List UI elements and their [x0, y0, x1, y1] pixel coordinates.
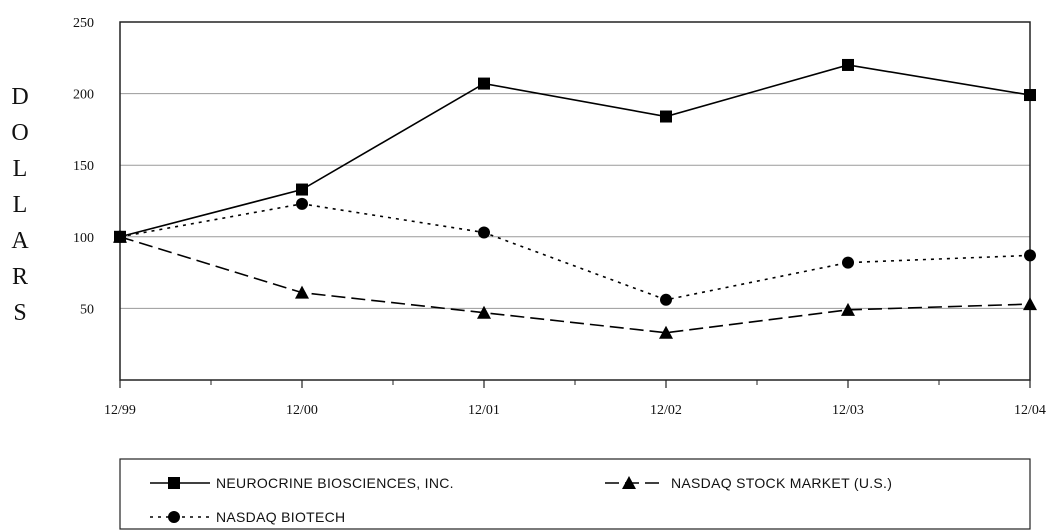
- series-line: [119, 64, 1031, 238]
- y-tick-label: 250: [73, 16, 94, 31]
- y-axis-label-letter: R: [12, 264, 28, 290]
- y-axis-label-letter: D: [11, 84, 28, 110]
- y-tick-label: 150: [73, 159, 94, 174]
- series-line: [119, 236, 1031, 334]
- legend-item: NASDAQ STOCK MARKET (U.S.): [605, 475, 892, 491]
- data-point: [841, 302, 855, 316]
- legend-label: NEUROCRINE BIOSCIENCES, INC.: [216, 475, 454, 491]
- series-1: [113, 229, 1037, 339]
- data-point: [842, 58, 854, 71]
- y-tick-label: 100: [73, 231, 94, 246]
- y-tick-label: 50: [80, 302, 94, 317]
- legend-label: NASDAQ STOCK MARKET (U.S.): [671, 475, 892, 491]
- series-0: [114, 58, 1036, 243]
- x-axis: 12/99 12/00 12/01 12/02 12/03 12/04: [104, 380, 1046, 418]
- x-tick-label: 12/03: [832, 403, 864, 418]
- data-point: [842, 256, 854, 269]
- y-axis-label-letter: O: [11, 120, 28, 146]
- x-tick-label: 12/99: [104, 403, 136, 418]
- data-point: [478, 77, 490, 90]
- y-axis-label-letter: S: [13, 300, 26, 326]
- data-point: [295, 285, 309, 299]
- legend-label: NASDAQ BIOTECH: [216, 509, 345, 525]
- data-point: [660, 293, 672, 306]
- x-tick-label: 12/00: [286, 403, 318, 418]
- x-tick-label: 12/01: [468, 403, 500, 418]
- series-group: [113, 58, 1037, 339]
- series-line: [119, 203, 1031, 301]
- legend-swatch-marker: [168, 511, 180, 523]
- x-tick-label: 12/04: [1014, 403, 1046, 418]
- data-point: [1024, 89, 1036, 102]
- legend-item: NEUROCRINE BIOSCIENCES, INC.: [150, 475, 454, 491]
- legend-swatch-marker: [168, 477, 180, 489]
- x-tick-label: 12/02: [650, 403, 682, 418]
- legend: NEUROCRINE BIOSCIENCES, INC. NASDAQ STOCK…: [150, 475, 892, 525]
- data-point: [114, 230, 126, 243]
- y-axis: 50 100 150 200 250: [73, 16, 94, 317]
- data-point: [477, 305, 491, 319]
- data-point: [1023, 297, 1037, 311]
- data-point: [478, 226, 490, 239]
- data-point: [659, 325, 673, 339]
- data-point: [660, 110, 672, 123]
- legend-swatch-marker: [622, 476, 636, 489]
- y-axis-label-letter: L: [13, 192, 28, 218]
- y-tick-label: 200: [73, 88, 94, 103]
- data-point: [1024, 249, 1036, 262]
- y-axis-label-letter: L: [13, 156, 28, 182]
- series-2: [114, 197, 1036, 306]
- y-axis-label-letter: A: [11, 228, 29, 254]
- legend-item: NASDAQ BIOTECH: [150, 509, 345, 525]
- legend-box: [119, 458, 1031, 530]
- data-point: [296, 197, 308, 210]
- data-point: [296, 183, 308, 196]
